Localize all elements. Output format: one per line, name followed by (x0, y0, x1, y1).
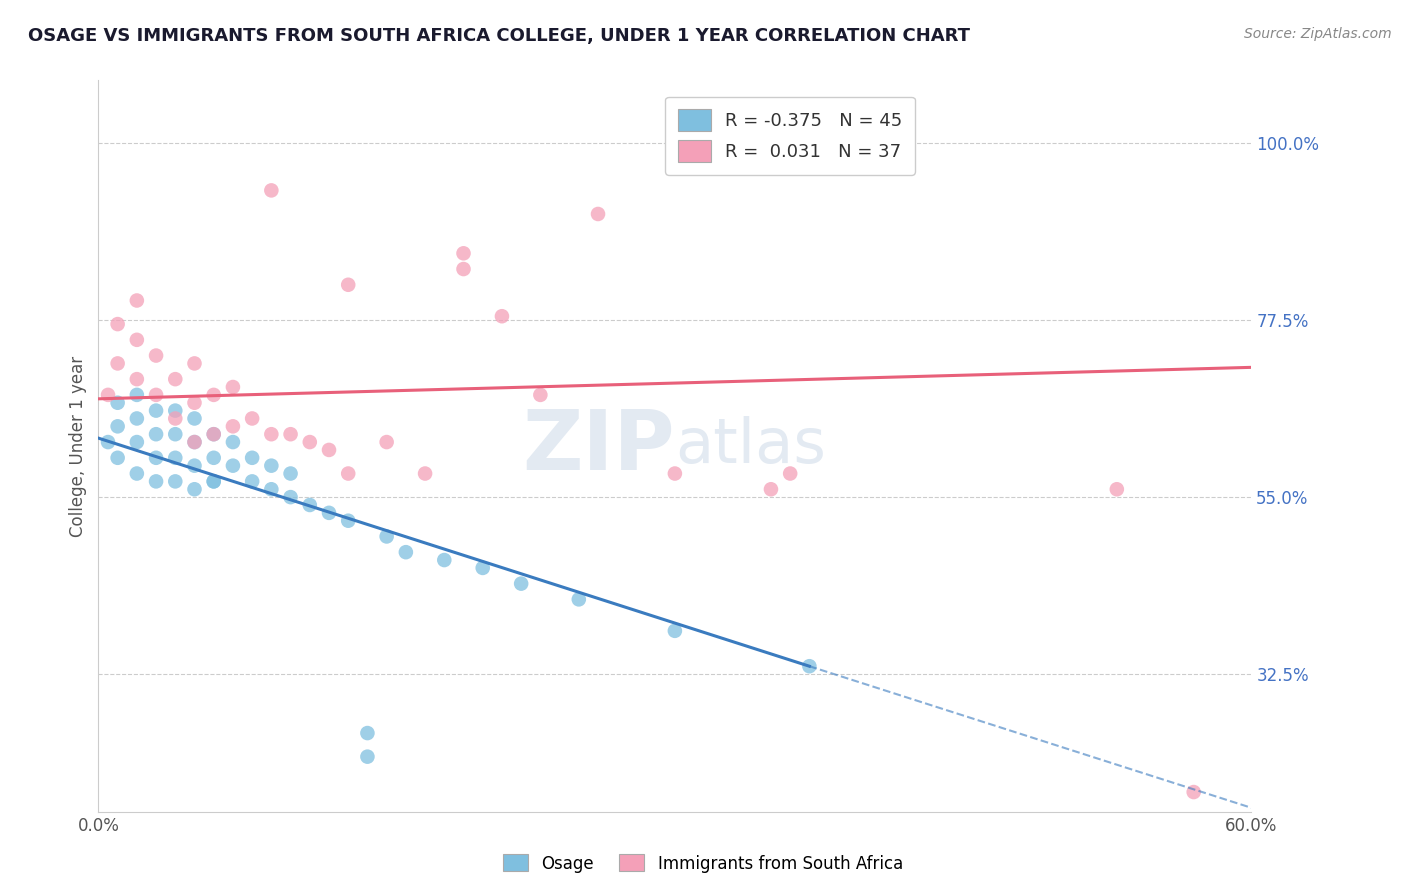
Point (395, 545, 418, 559)
Point (510, 576, 533, 591)
Point (145, 403, 167, 417)
Point (375, 529, 398, 543)
Point (165, 450, 187, 465)
Point (145, 450, 167, 465)
Point (165, 427, 187, 442)
Point (318, 442, 340, 457)
Point (1182, 785, 1205, 799)
Point (107, 317, 129, 331)
Text: atlas: atlas (675, 416, 825, 476)
Point (125, 467, 148, 481)
Point (125, 435, 148, 450)
Point (222, 380, 245, 394)
Point (183, 482, 205, 496)
Point (165, 411, 187, 425)
Point (183, 435, 205, 450)
Text: Source: ZipAtlas.com: Source: ZipAtlas.com (1244, 27, 1392, 41)
Point (240, 411, 263, 425)
Point (183, 458, 205, 473)
Point (529, 388, 551, 402)
Point (202, 450, 225, 465)
Point (183, 411, 205, 425)
Point (260, 458, 283, 473)
Point (586, 207, 609, 221)
Point (202, 427, 225, 442)
Point (779, 467, 801, 481)
Point (568, 592, 591, 607)
Point (453, 246, 475, 260)
Point (107, 450, 129, 465)
Point (125, 388, 148, 402)
Legend: Osage, Immigrants from South Africa: Osage, Immigrants from South Africa (496, 847, 910, 880)
Point (107, 396, 129, 410)
Point (125, 333, 148, 347)
Point (222, 458, 245, 473)
Point (222, 419, 245, 434)
Point (260, 427, 283, 442)
Point (145, 388, 167, 402)
Point (280, 467, 302, 481)
Point (240, 475, 263, 489)
Point (145, 475, 167, 489)
Point (759, 482, 782, 496)
Point (202, 475, 225, 489)
Text: OSAGE VS IMMIGRANTS FROM SOUTH AFRICA COLLEGE, UNDER 1 YEAR CORRELATION CHART: OSAGE VS IMMIGRANTS FROM SOUTH AFRICA CO… (28, 27, 970, 45)
Point (280, 427, 302, 442)
Point (413, 467, 436, 481)
Point (260, 482, 283, 496)
Point (433, 553, 456, 567)
Point (202, 475, 225, 489)
Point (165, 475, 187, 489)
Point (337, 514, 360, 528)
Point (318, 506, 340, 520)
Y-axis label: College, Under 1 year: College, Under 1 year (69, 355, 87, 537)
Legend: R = -0.375   N = 45, R =  0.031   N = 37: R = -0.375 N = 45, R = 0.031 N = 37 (665, 96, 915, 175)
Point (664, 467, 686, 481)
Point (799, 659, 821, 673)
Point (240, 450, 263, 465)
Point (107, 419, 129, 434)
Point (107, 356, 129, 370)
Point (356, 749, 378, 764)
Point (664, 624, 686, 638)
Point (298, 498, 321, 512)
Point (375, 435, 398, 450)
Point (97, 388, 120, 402)
Point (165, 403, 187, 417)
Point (97, 435, 120, 450)
Point (471, 561, 494, 575)
Point (337, 277, 360, 292)
Point (356, 726, 378, 740)
Point (491, 310, 513, 324)
Point (202, 427, 225, 442)
Point (125, 372, 148, 386)
Point (1105, 482, 1128, 496)
Point (202, 388, 225, 402)
Point (260, 183, 283, 197)
Point (183, 356, 205, 370)
Text: ZIP: ZIP (523, 406, 675, 486)
Point (337, 467, 360, 481)
Point (298, 435, 321, 450)
Point (145, 349, 167, 363)
Point (280, 490, 302, 504)
Point (183, 396, 205, 410)
Point (222, 435, 245, 450)
Point (125, 293, 148, 308)
Point (453, 262, 475, 277)
Point (125, 411, 148, 425)
Point (165, 372, 187, 386)
Point (183, 435, 205, 450)
Point (145, 427, 167, 442)
